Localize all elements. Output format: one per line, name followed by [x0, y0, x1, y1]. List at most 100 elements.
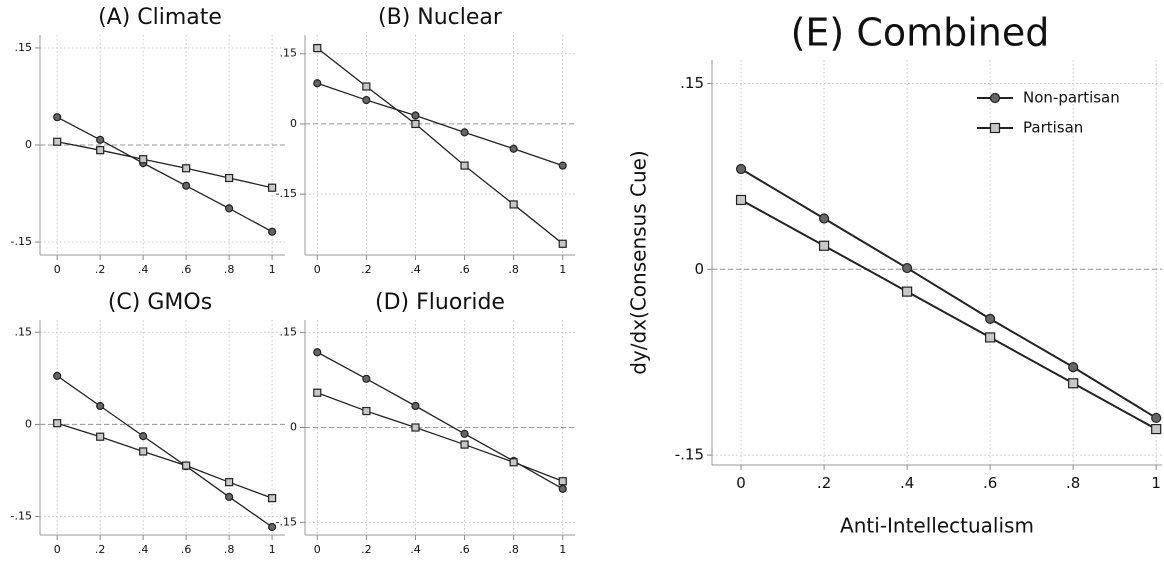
legend-label: Non-partisan [1023, 89, 1120, 107]
marker [362, 82, 371, 91]
marker [225, 204, 234, 213]
marker [509, 458, 518, 467]
marker [558, 161, 567, 170]
y-tick-label: -.15 [11, 510, 32, 523]
y-tick-label: 0 [694, 260, 704, 278]
panel: (C) GMOs 0 .2 .4 .6 .8 1 .15 0 -.15 [11, 290, 285, 556]
marker [313, 79, 322, 88]
panel: (D) Fluoride 0 .2 .4 .6 .8 1 .15 0 -.15 [276, 290, 575, 556]
x-tick-label: 0 [314, 543, 321, 556]
x-tick-label: .2 [817, 474, 831, 492]
x-axis-label: Anti-Intellectualism [840, 514, 1034, 538]
y-tick-label: 0 [290, 117, 297, 130]
legend: Non-partisan Partisan [977, 89, 1120, 137]
x-tick-label: .4 [900, 474, 914, 492]
panel-title: (B) Nuclear [378, 5, 503, 30]
marker [313, 348, 322, 357]
marker [818, 240, 830, 251]
marker [362, 374, 371, 383]
marker [460, 429, 469, 438]
panel: (B) Nuclear 0 .2 .4 .6 .8 1 .15 0 -.15 [276, 5, 575, 276]
y-tick-label: -.15 [675, 446, 704, 464]
marker [1151, 412, 1162, 424]
series-line [57, 141, 273, 189]
marker [902, 262, 913, 274]
x-tick-label: 1 [269, 263, 276, 276]
x-tick-label: .8 [224, 263, 235, 276]
series-line [740, 199, 1157, 430]
panel: (E) Combined 0 .2 .4 .6 .8 1 .15 0 -.15 Anti-Intel… [627, 11, 1162, 538]
y-tick-label: -.15 [11, 235, 32, 248]
marker [53, 371, 62, 380]
marker [53, 419, 62, 428]
y-axis-label: dy/dx(Consensus Cue) [627, 150, 651, 375]
x-tick-label: 1 [559, 263, 566, 276]
legend-label: Partisan [1023, 119, 1083, 137]
series-line [740, 168, 1157, 419]
marker [182, 461, 191, 470]
y-tick-label: -.15 [276, 515, 297, 528]
x-tick-label: .6 [983, 474, 997, 492]
marker [558, 477, 567, 486]
x-tick-label: 0 [314, 263, 321, 276]
marker [460, 161, 469, 170]
series-line [316, 47, 564, 245]
marker [96, 146, 105, 155]
marker [139, 447, 148, 456]
x-tick-label: .2 [95, 543, 106, 556]
marker [985, 332, 996, 343]
x-tick-label: .8 [1066, 474, 1080, 492]
series-line [56, 375, 273, 528]
y-tick-label: .15 [680, 74, 704, 92]
x-tick-label: .4 [410, 263, 421, 276]
panel-title: (C) GMOs [108, 290, 212, 315]
marker [53, 113, 62, 122]
marker [182, 181, 191, 190]
x-tick-label: 1 [269, 543, 276, 556]
marker [460, 440, 469, 449]
marker [313, 44, 322, 53]
marker [735, 163, 747, 175]
marker [268, 522, 277, 532]
y-tick-label: .15 [280, 47, 298, 60]
marker [989, 92, 1001, 104]
marker [411, 423, 420, 432]
marker [96, 432, 105, 441]
marker [268, 227, 277, 236]
x-tick-label: .8 [224, 543, 235, 556]
marker [818, 213, 830, 224]
panel-title: (A) Climate [98, 5, 222, 30]
marker [225, 492, 234, 502]
panel-title: (E) Combined [791, 11, 1050, 55]
marker [735, 194, 747, 206]
marker [985, 313, 996, 324]
x-tick-label: .2 [95, 263, 106, 276]
y-tick-label: .15 [15, 41, 33, 54]
marker [139, 432, 148, 441]
y-tick-label: 0 [25, 417, 32, 430]
marker [225, 173, 234, 183]
series-line [317, 82, 563, 167]
x-tick-label: 0 [736, 474, 746, 492]
x-tick-label: .6 [181, 263, 192, 276]
x-tick-label: .4 [138, 263, 149, 276]
marker [1151, 423, 1162, 435]
x-tick-label: .6 [459, 543, 470, 556]
x-tick-label: .6 [181, 543, 192, 556]
marker [509, 200, 518, 209]
x-tick-label: 1 [1151, 474, 1161, 492]
x-tick-label: 0 [54, 543, 61, 556]
x-tick-label: .4 [138, 543, 149, 556]
marker [362, 95, 371, 105]
marker [225, 478, 234, 487]
x-tick-label: .4 [410, 543, 421, 556]
series-line [56, 422, 273, 499]
marker [509, 144, 518, 153]
marker [268, 494, 277, 503]
marker [411, 111, 420, 120]
x-tick-label: .6 [459, 263, 470, 276]
x-tick-label: .8 [508, 263, 519, 276]
marker [96, 401, 105, 411]
panel-title: (D) Fluoride [375, 290, 505, 315]
marker [182, 164, 191, 173]
